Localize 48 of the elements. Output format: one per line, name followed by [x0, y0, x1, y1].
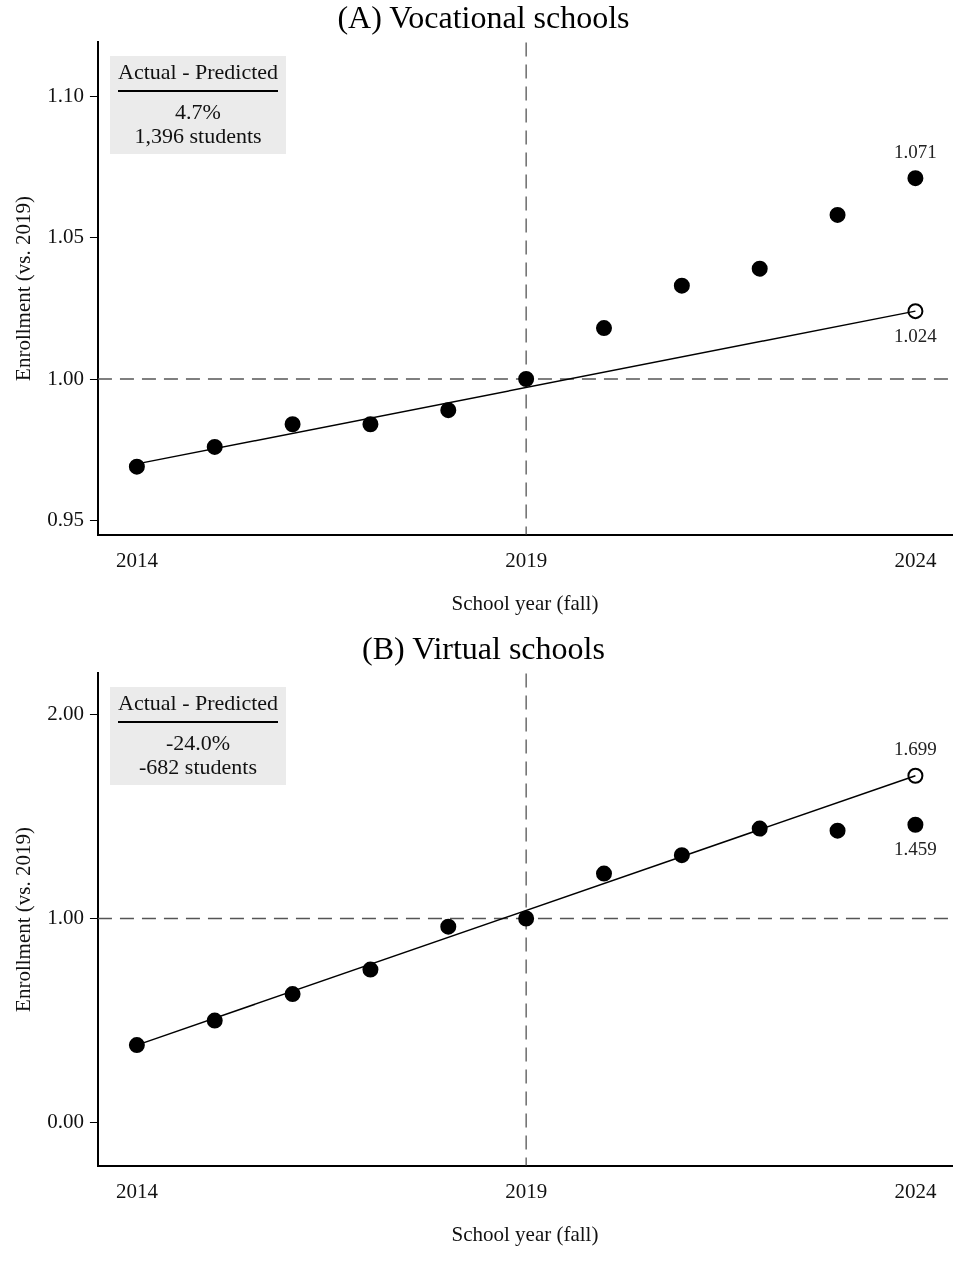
point — [673, 277, 690, 294]
y-tick-label: 1.00 — [47, 904, 84, 929]
point — [596, 320, 612, 337]
point — [829, 822, 846, 839]
x-tick-label: 2014 — [115, 1178, 159, 1203]
point — [518, 371, 535, 388]
point — [362, 961, 379, 978]
y-tick-label: 1.00 — [47, 365, 84, 390]
point — [440, 918, 457, 935]
y-tick-label: 1.10 — [47, 82, 84, 107]
annotation: Actual - Predicted — [118, 59, 279, 92]
y-tick-label: 1.05 — [47, 224, 84, 249]
annotation: Actual - Predicted — [118, 690, 279, 723]
data-label: 1.699 — [894, 738, 937, 760]
annotation: -24.0% — [164, 730, 232, 755]
y-tick-label: 0.00 — [47, 1109, 84, 1134]
data-label: 1.071 — [894, 140, 937, 162]
point — [751, 260, 768, 277]
y-tick-label: 2.00 — [47, 700, 84, 725]
annotation: 1,396 students — [133, 123, 263, 148]
point — [907, 767, 924, 784]
data-label: 1.459 — [894, 838, 937, 860]
x-tick-label: 2019 — [505, 547, 548, 572]
point — [907, 816, 924, 833]
x-tick-label: 2024 — [894, 547, 937, 572]
x-axis-title: School year (fall) — [451, 1221, 599, 1246]
point — [362, 416, 379, 433]
point — [518, 910, 535, 927]
chart-title: (A) Vocational schools — [337, 0, 630, 35]
point — [128, 1037, 145, 1054]
y-axis-title: Enrollment (vs. 2019) — [11, 827, 36, 1012]
point — [284, 416, 301, 433]
y-tick-label: 0.95 — [47, 506, 84, 531]
x-tick-label: 2019 — [505, 1178, 548, 1203]
chart-title: (B) Virtual schools — [362, 629, 605, 666]
point — [596, 865, 612, 882]
x-tick-label: 2014 — [115, 547, 159, 572]
x-tick-label: 2024 — [894, 1178, 937, 1203]
y-axis-title: Enrollment (vs. 2019) — [11, 196, 36, 381]
point — [907, 170, 924, 187]
x-axis-title: School year (fall) — [451, 590, 599, 615]
point — [440, 402, 457, 419]
point — [829, 206, 846, 223]
point — [128, 458, 145, 475]
data-label: 1.024 — [894, 324, 938, 346]
point — [907, 303, 924, 320]
annotation: -682 students — [138, 754, 258, 779]
annotation: 4.7% — [174, 99, 222, 124]
